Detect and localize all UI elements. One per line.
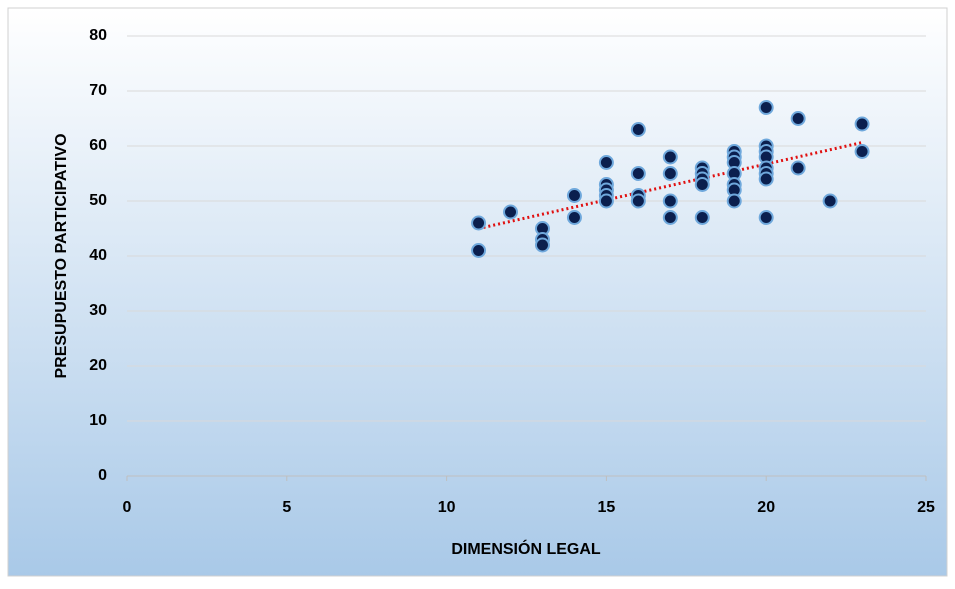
y-tick-label: 70 — [89, 82, 107, 99]
data-point — [758, 171, 774, 187]
data-point — [822, 193, 838, 209]
data-point — [471, 215, 487, 231]
data-point — [566, 210, 582, 225]
x-tick-label: 10 — [438, 499, 456, 516]
data-point — [790, 160, 806, 176]
data-point — [790, 111, 806, 126]
data-point — [726, 193, 742, 209]
data-point — [630, 193, 646, 209]
x-tick-label: 0 — [123, 499, 132, 516]
data-point — [758, 210, 774, 225]
data-point — [534, 237, 550, 253]
data-point — [662, 149, 678, 165]
y-tick-label: 60 — [89, 137, 107, 154]
data-point — [662, 166, 678, 181]
y-tick-label: 80 — [89, 27, 107, 44]
x-tick-label: 15 — [598, 499, 616, 516]
y-tick-label: 50 — [89, 192, 107, 209]
x-tick-label: 20 — [757, 499, 775, 516]
data-point — [694, 177, 710, 192]
chart-background — [7, 7, 948, 577]
data-point — [630, 166, 646, 181]
data-point — [694, 210, 710, 225]
data-point — [471, 243, 487, 258]
data-point — [758, 100, 774, 115]
y-axis-label: PRESUPUESTO PARTICIPATIVO — [53, 133, 70, 378]
trendline — [478, 141, 863, 231]
data-point — [566, 188, 582, 203]
data-point — [630, 122, 646, 137]
y-tick-label: 40 — [89, 247, 107, 264]
y-tick-label: 20 — [89, 357, 107, 374]
y-tick-label: 0 — [98, 467, 107, 484]
data-point — [598, 193, 614, 209]
y-tick-label: 30 — [89, 302, 107, 319]
y-tick-label: 10 — [89, 412, 107, 429]
data-point — [854, 116, 870, 132]
data-point — [662, 193, 678, 209]
x-tick-label: 25 — [917, 499, 935, 516]
data-point — [598, 155, 614, 170]
x-axis-label: DIMENSIÓN LEGAL — [451, 539, 601, 558]
data-point — [503, 204, 519, 220]
data-point — [854, 144, 870, 159]
data-point — [662, 210, 678, 225]
x-tick-label: 5 — [282, 499, 291, 516]
